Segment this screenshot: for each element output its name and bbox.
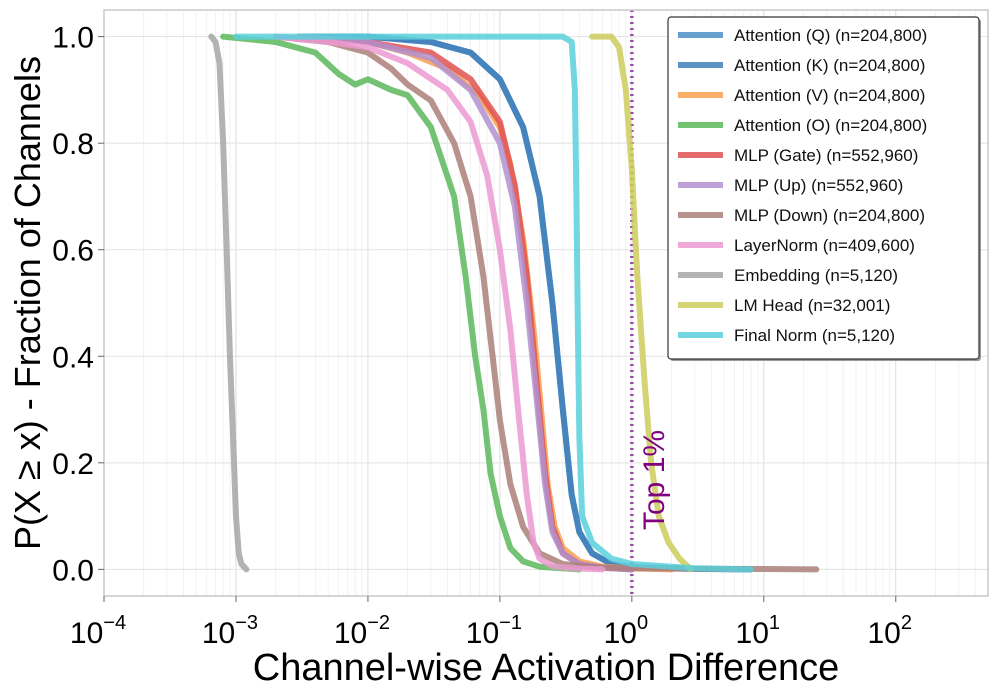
x-tick-label: 102 [868, 612, 913, 650]
legend-label: LayerNorm (n=409,600) [734, 236, 915, 255]
x-tick-label: 100 [604, 612, 649, 650]
legend-label: Embedding (n=5,120) [734, 266, 898, 285]
series-line-9 [208, 33, 250, 573]
series-line-10 [589, 33, 694, 573]
legend-label: MLP (Gate) (n=552,960) [734, 146, 918, 165]
x-axis-label: Channel-wise Activation Difference [253, 647, 840, 689]
series-line-6 [295, 33, 635, 573]
series-line-11 [232, 33, 755, 573]
legend-label: MLP (Up) (n=552,960) [734, 176, 903, 195]
y-tick-label: 0.2 [52, 448, 94, 481]
legend: Attention (Q) (n=204,800) Attention (K) (… [667, 16, 981, 361]
y-tick-label: 0.0 [52, 554, 94, 587]
legend-box [667, 16, 980, 360]
x-tick-label: 10−1 [466, 612, 522, 650]
legend-label: Final Norm (n=5,120) [734, 326, 895, 345]
y-tick-label: 0.6 [52, 235, 94, 268]
legend-label: MLP (Down) (n=204,800) [734, 206, 925, 225]
x-tick-label: 10−4 [70, 612, 126, 650]
legend-label: Attention (Q) (n=204,800) [734, 26, 927, 45]
series-line-4 [220, 33, 583, 573]
x-tick-label: 10−3 [202, 612, 258, 650]
reference-line-label: Top 1% [638, 430, 671, 530]
y-tick-label: 1.0 [52, 22, 94, 55]
x-tick-label: 10−2 [334, 612, 390, 650]
y-axis-label: P(X ≥ x) - Fraction of Channels [7, 56, 48, 550]
legend-label: Attention (K) (n=204,800) [734, 56, 925, 75]
legend-label: Attention (O) (n=204,800) [734, 116, 927, 135]
plot-frame [103, 9, 989, 597]
legend-label: LM Head (n=32,001) [734, 296, 890, 315]
series-line-8 [272, 33, 606, 573]
x-ticks: 10−4 10−3 10−2 10−1 100 101 102 [70, 596, 912, 650]
y-tick-label: 0.4 [52, 341, 94, 374]
series-layer [208, 33, 820, 573]
y-ticks: 0.0 0.2 0.4 0.6 0.8 1.0 [52, 22, 104, 587]
grid [103, 10, 989, 596]
y-tick-label: 0.8 [52, 128, 94, 161]
x-tick-label: 101 [736, 612, 781, 650]
legend-label: Attention (V) (n=204,800) [734, 86, 925, 105]
